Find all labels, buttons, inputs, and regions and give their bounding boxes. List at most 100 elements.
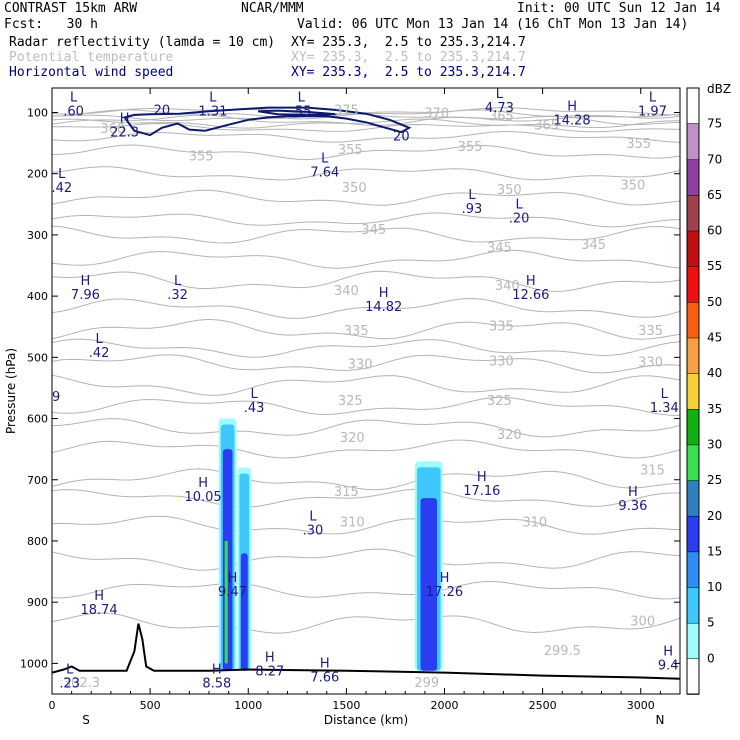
field-reflectivity-xy: XY= 235.3, 2.5 to 235.3,214.7 (291, 35, 526, 50)
theta-contour-line (52, 580, 680, 600)
theta-label: 325 (487, 394, 512, 409)
theta-label: 375 (334, 103, 359, 118)
terrain-line (52, 623, 680, 680)
y-tick-label: 400 (27, 290, 48, 303)
theta-contour-line (52, 468, 680, 491)
extremum-letter: L (70, 90, 78, 105)
colorbar-level-label: 50 (707, 295, 722, 309)
theta-label: 335 (489, 320, 514, 335)
theta-label: 299.5 (544, 644, 581, 659)
extremum-letter: H (81, 274, 91, 289)
extremum-letter: L (468, 188, 476, 203)
colorbar-level-label: 55 (707, 259, 722, 273)
theta-label: 345 (581, 238, 606, 253)
theta-label: 355 (189, 149, 214, 164)
colorbar-swatch (686, 551, 700, 588)
extremum-letter: L (661, 387, 669, 402)
colorbar-level-label: 15 (707, 544, 722, 558)
x-axis-right-end-label: N (656, 713, 665, 727)
x-tick-label: 1500 (332, 699, 360, 712)
extremum-value: .30 (303, 524, 324, 539)
plot-frame (51, 87, 681, 695)
extremum-value: 1.34 (650, 401, 679, 416)
theta-contour-line (52, 114, 680, 126)
colorbar-level-label: 45 (707, 331, 722, 345)
colorbar-level-label: 30 (707, 438, 722, 452)
field-wind-name: Horizontal wind speed (9, 65, 174, 80)
extremum-value: 1.97 (638, 104, 667, 119)
theta-label: 320 (340, 431, 365, 446)
colorbar-level-label: 0 (707, 651, 715, 665)
extremum-letter: L (515, 197, 523, 212)
extremum-letter: H (94, 589, 104, 604)
theta-contour-line (52, 338, 680, 358)
theta-contour-line (52, 354, 680, 374)
x-tick-label: 2000 (431, 699, 459, 712)
reflectivity-20dbz-core (420, 498, 438, 671)
extremum-letter: H (440, 571, 450, 586)
wind-contour-label: 20 (393, 130, 410, 145)
theta-contours (52, 107, 680, 634)
extremum-value: .23 (59, 677, 80, 692)
colorbar-swatch (686, 301, 700, 339)
extremum-value: 7.96 (71, 288, 100, 303)
y-tick-label: 700 (27, 474, 48, 487)
extremum-value: 17.16 (463, 484, 500, 499)
theta-contour-line (52, 189, 680, 206)
reflectivity-columns (218, 418, 443, 671)
extremum-value: 10.05 (184, 490, 221, 505)
y-tick-label: 1000 (20, 657, 48, 670)
y-tick-label: 300 (27, 229, 48, 242)
theta-label: 325 (338, 394, 363, 409)
x-axis-left-end-label: S (82, 713, 90, 727)
theta-label: 300 (630, 615, 655, 630)
extremum-value: 4.73 (485, 101, 514, 116)
colorbar-swatch (686, 515, 700, 553)
colorbar-level-label: 40 (707, 366, 722, 380)
extremum-letter: H (198, 476, 208, 491)
valid-time: Valid: 06 UTC Mon 13 Jan 14 (16 ChT Mon … (297, 17, 689, 32)
colorbar: dBZ 0 5 10 15 20 25 30 35 40 45 50 55 60 65 70 75 (686, 82, 731, 695)
extremum-letter: L (321, 152, 329, 167)
reflectivity-20dbz-core (240, 553, 248, 671)
reflectivity-25dbz-streak (224, 540, 228, 664)
extremum-value: 9.4 (658, 658, 679, 673)
extremum-value: 14.82 (365, 300, 402, 315)
colorbar-level-label: 35 (707, 402, 722, 416)
extremum-letter: L (496, 87, 504, 102)
extremum-letter: L (66, 663, 74, 678)
extremum-letter: L (209, 90, 217, 105)
theta-contour-line (52, 318, 680, 340)
theta-label: 315 (640, 463, 665, 478)
theta-label: 365 (534, 119, 559, 134)
colorbar-title: dBZ (707, 82, 731, 96)
extremum-letter: L (58, 167, 66, 182)
theta-label: 335 (344, 324, 369, 339)
colorbar-swatch (686, 159, 700, 196)
y-tick-label: 900 (27, 596, 48, 609)
theta-contour-line (52, 439, 680, 459)
extremum-value: .20 (509, 211, 530, 226)
theta-contour-line (52, 374, 680, 396)
theta-contour-line (52, 612, 680, 634)
extremum-value: 9.47 (218, 585, 247, 600)
extremum-value: .93 (462, 202, 483, 217)
extremum-letter: H (212, 663, 222, 678)
colorbar-level-label: 65 (707, 188, 722, 202)
x-tick-label: 2500 (529, 699, 557, 712)
theta-contour-line (52, 515, 680, 535)
colorbar-swatch (686, 87, 700, 124)
extremum-letter: H (628, 485, 638, 500)
theta-label: 330 (348, 358, 373, 373)
theta-label: 335 (638, 324, 663, 339)
colorbar-level-label: 10 (707, 580, 722, 594)
extremum-value: 7.64 (310, 166, 339, 181)
theta-label: 350 (342, 181, 367, 196)
field-theta-name: Potential temperature (9, 50, 174, 65)
theta-contour-line (52, 122, 680, 133)
theta-label: 355 (458, 140, 483, 155)
extremum-letter: H (228, 571, 238, 586)
y-tick-label: 800 (27, 535, 48, 548)
